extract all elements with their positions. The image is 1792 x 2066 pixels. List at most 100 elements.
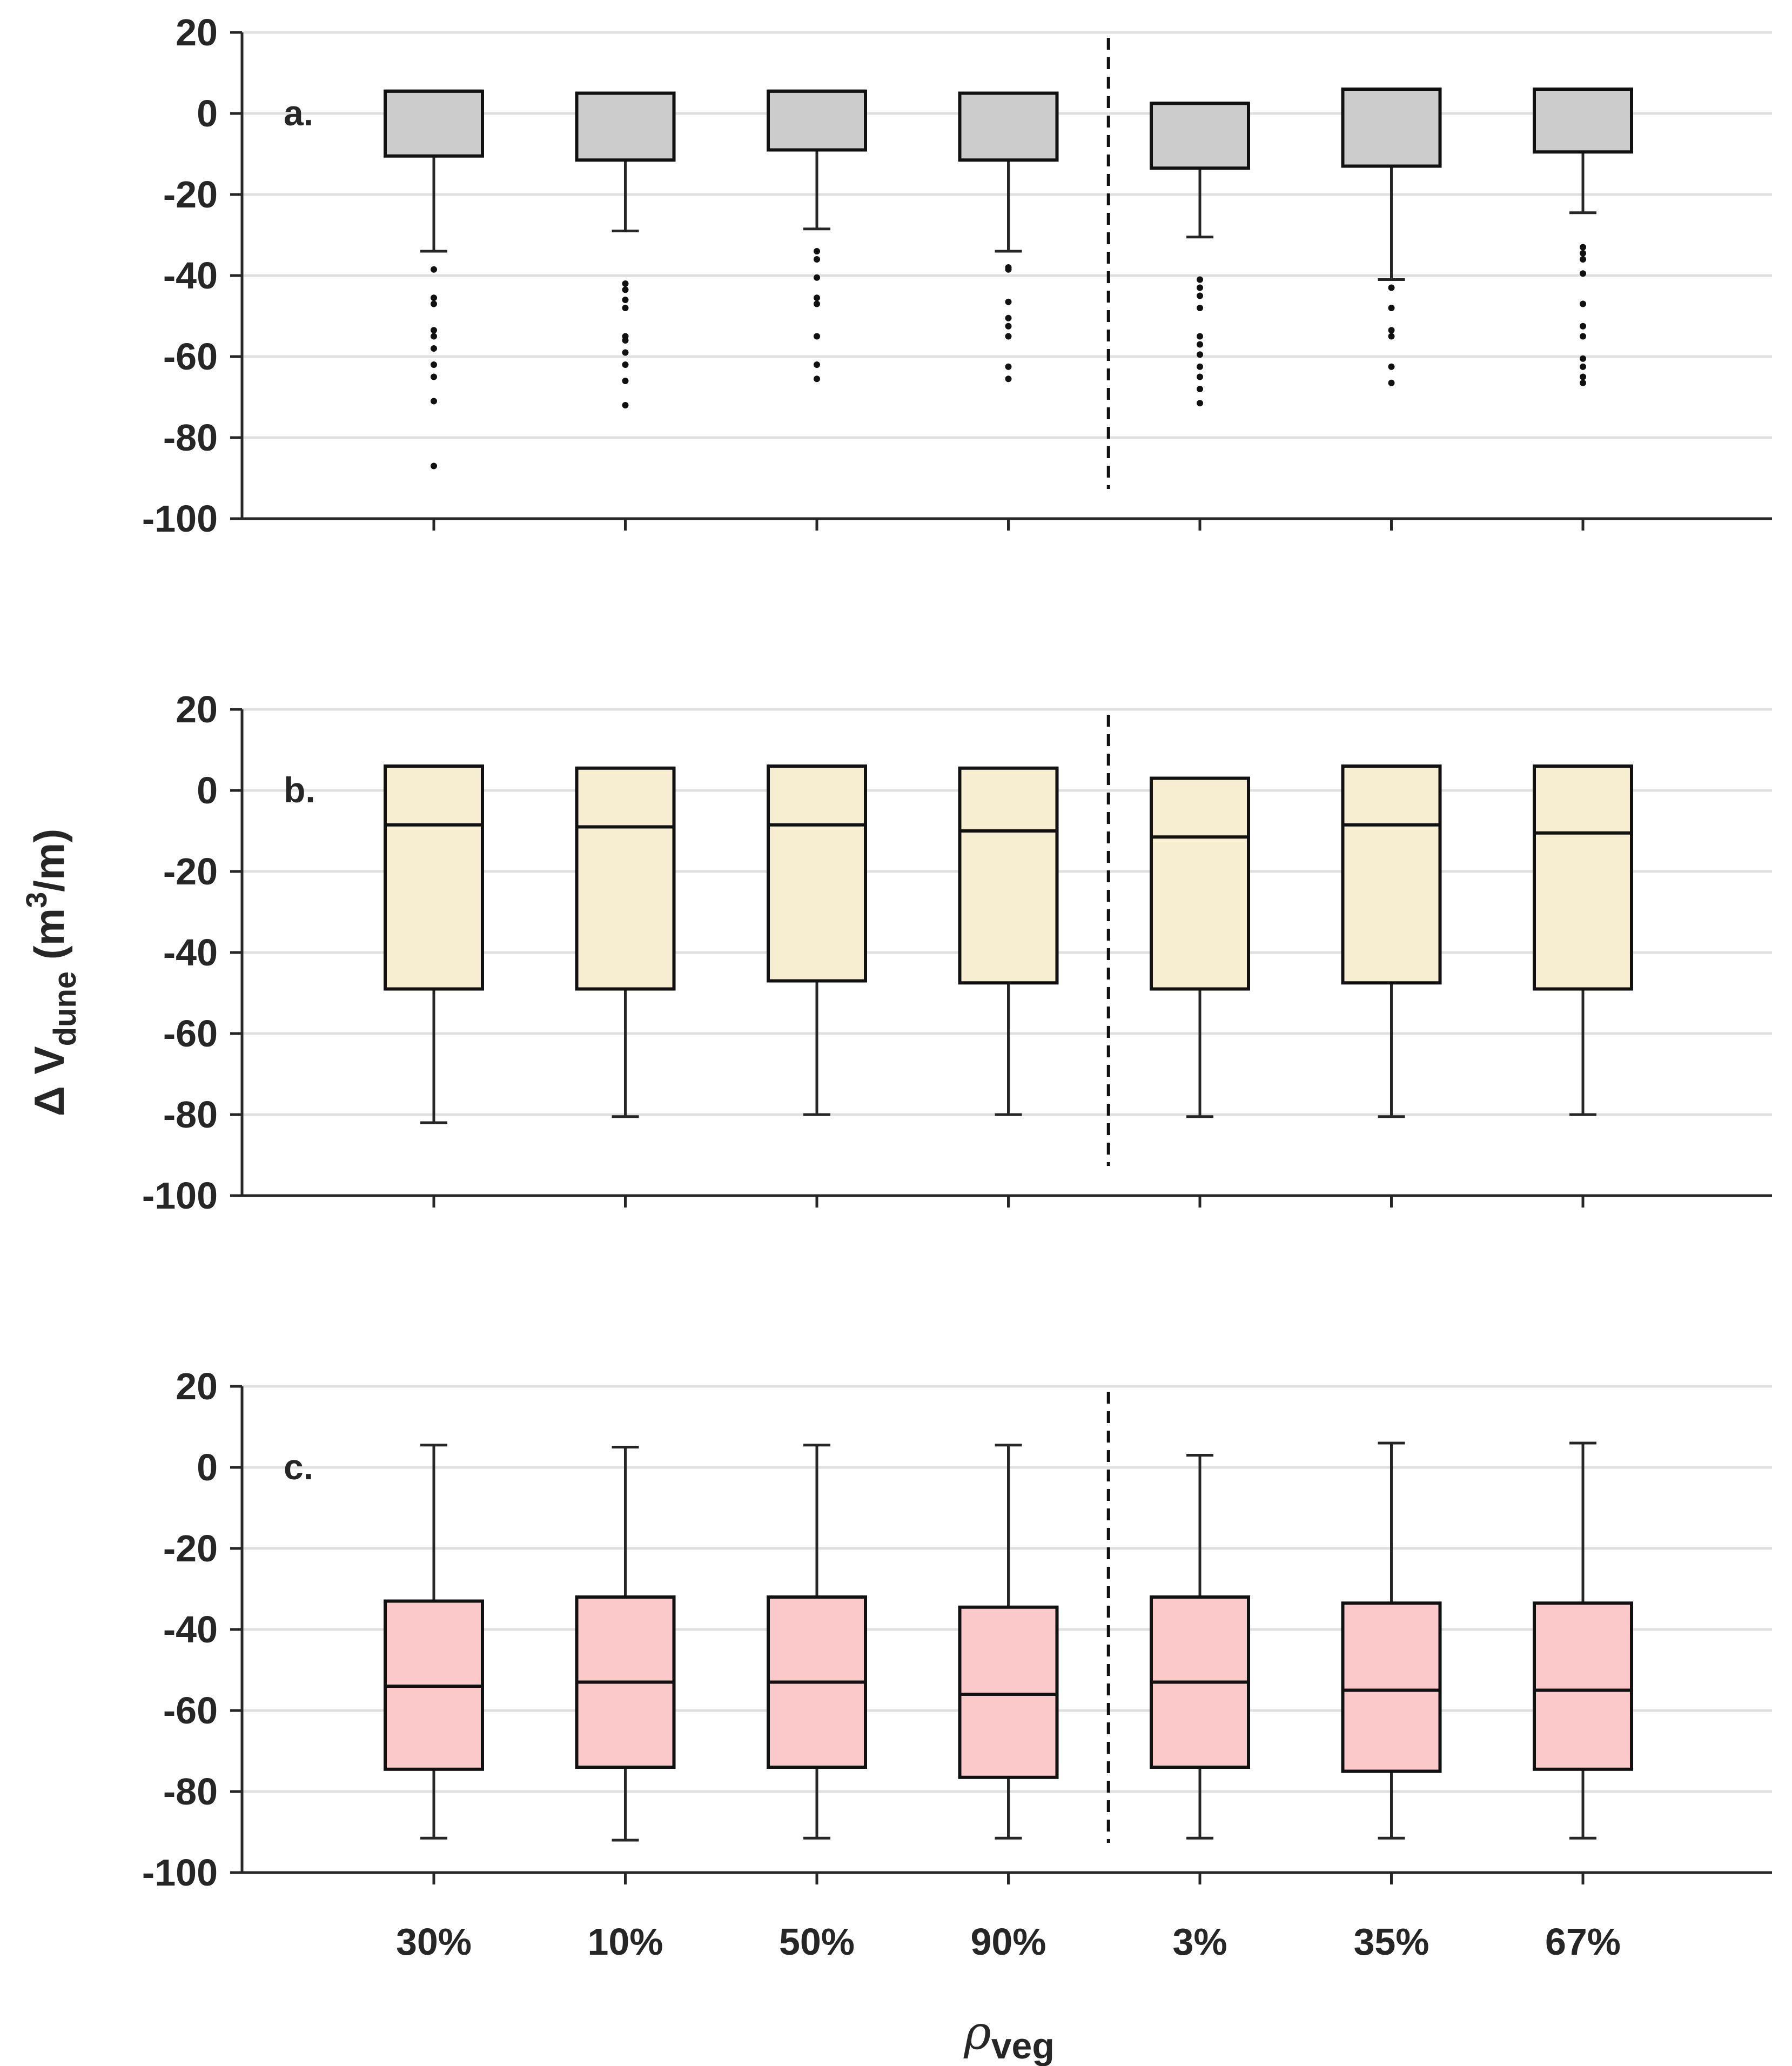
x-tick-label: 35% xyxy=(1353,1921,1429,1963)
outlier-point xyxy=(431,398,437,405)
outlier-point xyxy=(1580,250,1586,257)
outlier-point xyxy=(1580,333,1586,340)
box xyxy=(1341,88,1442,168)
panel-label: a. xyxy=(284,93,313,133)
y-tick-label: -60 xyxy=(163,336,218,378)
x-axis-title: ρveg xyxy=(963,2006,1055,2066)
y-axis-title-subscript: dune xyxy=(48,971,83,1047)
box xyxy=(575,91,676,162)
outlier-point xyxy=(1580,373,1586,380)
box xyxy=(767,764,867,983)
outlier-point xyxy=(1197,276,1203,283)
box-plot-35% xyxy=(1341,88,1442,386)
box xyxy=(1533,764,1633,991)
outlier-point xyxy=(622,337,629,344)
outlier-point xyxy=(1197,292,1203,299)
box xyxy=(958,1605,1059,1779)
x-axis-title-symbol: ρ xyxy=(963,2006,991,2060)
outlier-point xyxy=(1197,373,1203,380)
x-tick-label: 3% xyxy=(1172,1921,1227,1963)
y-axis-title-unit-close: /m) xyxy=(25,829,73,892)
y-tick-label: 20 xyxy=(176,1365,218,1407)
panel-2: 20 0 -20 -40 -60 -80 -100 b. xyxy=(142,688,1772,1217)
outlier-point xyxy=(814,300,820,307)
outlier-point xyxy=(431,294,437,301)
x-axis-title-subscript: veg xyxy=(991,2025,1055,2066)
outlier-point xyxy=(1580,256,1586,263)
outlier-point xyxy=(814,333,820,340)
box-plot-3% xyxy=(1150,102,1250,407)
y-tick-label: -100 xyxy=(142,1852,218,1894)
outlier-point xyxy=(622,378,629,384)
y-tick-label: -60 xyxy=(163,1012,218,1055)
panel-label: c. xyxy=(284,1447,313,1487)
box-plot-3% xyxy=(1150,776,1250,1118)
box xyxy=(958,91,1059,162)
outlier-point xyxy=(431,345,437,352)
outlier-point xyxy=(622,349,629,356)
outlier-point xyxy=(814,256,820,263)
outlier-point xyxy=(1388,305,1395,311)
outlier-point xyxy=(431,327,437,334)
outlier-point xyxy=(622,305,629,311)
outlier-point xyxy=(814,294,820,301)
outlier-point xyxy=(1005,363,1012,370)
box-plot-35% xyxy=(1341,1441,1442,1840)
outlier-point xyxy=(1197,351,1203,358)
box xyxy=(1533,1601,1633,1771)
box-plot-67% xyxy=(1533,88,1633,386)
outlier-point xyxy=(1005,314,1012,321)
outlier-point xyxy=(1005,333,1012,340)
panels-group: 20 0 -20 -40 -60 -80 -100 a. 20 0 -20 -40 -60 -80 -100… xyxy=(142,11,1772,1963)
y-tick-label: -80 xyxy=(163,417,218,459)
outlier-point xyxy=(814,248,820,254)
outlier-point xyxy=(1388,379,1395,386)
outlier-point xyxy=(431,373,437,380)
y-tick-label: -20 xyxy=(163,1527,218,1569)
box-plot-67% xyxy=(1533,764,1633,1116)
y-tick-label: -20 xyxy=(163,850,218,893)
outlier-point xyxy=(622,297,629,303)
box-plot-10% xyxy=(575,766,676,1118)
box-plot-10% xyxy=(575,1446,676,1842)
outlier-point xyxy=(431,361,437,368)
outlier-point xyxy=(1580,379,1586,386)
outlier-point xyxy=(1388,284,1395,291)
panel-1: 20 0 -20 -40 -60 -80 -100 a. xyxy=(142,11,1772,540)
outlier-point xyxy=(814,274,820,281)
outlier-point xyxy=(622,286,629,293)
outlier-point xyxy=(622,402,629,408)
y-axis-title-unit-open: (m xyxy=(25,908,73,971)
x-tick-label: 10% xyxy=(587,1921,663,1963)
outlier-point xyxy=(1388,363,1395,370)
box-plot-10% xyxy=(575,91,676,408)
y-tick-label: 0 xyxy=(197,1446,218,1488)
outlier-point xyxy=(1388,327,1395,334)
outlier-point xyxy=(1580,355,1586,362)
y-tick-label: -100 xyxy=(142,498,218,540)
box xyxy=(1533,88,1633,154)
box-plot-50% xyxy=(767,89,867,383)
x-tick-label: 67% xyxy=(1545,1921,1621,1963)
box xyxy=(1341,1601,1442,1773)
outlier-point xyxy=(1580,270,1586,277)
outlier-point xyxy=(1005,298,1012,305)
y-axis-title-unit-superscript: 3 xyxy=(21,892,53,908)
box xyxy=(958,766,1059,985)
box xyxy=(1150,776,1250,991)
outlier-point xyxy=(1197,305,1203,311)
outlier-point xyxy=(1197,363,1203,370)
outlier-point xyxy=(622,361,629,368)
box-plot-50% xyxy=(767,764,867,1116)
y-tick-label: -80 xyxy=(163,1770,218,1813)
box-plot-30% xyxy=(384,89,484,469)
outlier-point xyxy=(1005,375,1012,383)
outlier-point xyxy=(622,280,629,287)
box-plot-3% xyxy=(1150,1454,1250,1840)
box xyxy=(384,764,484,991)
x-tick-label: 50% xyxy=(779,1921,855,1963)
outlier-point xyxy=(1197,341,1203,348)
y-tick-label: -60 xyxy=(163,1689,218,1732)
outlier-point xyxy=(814,361,820,368)
